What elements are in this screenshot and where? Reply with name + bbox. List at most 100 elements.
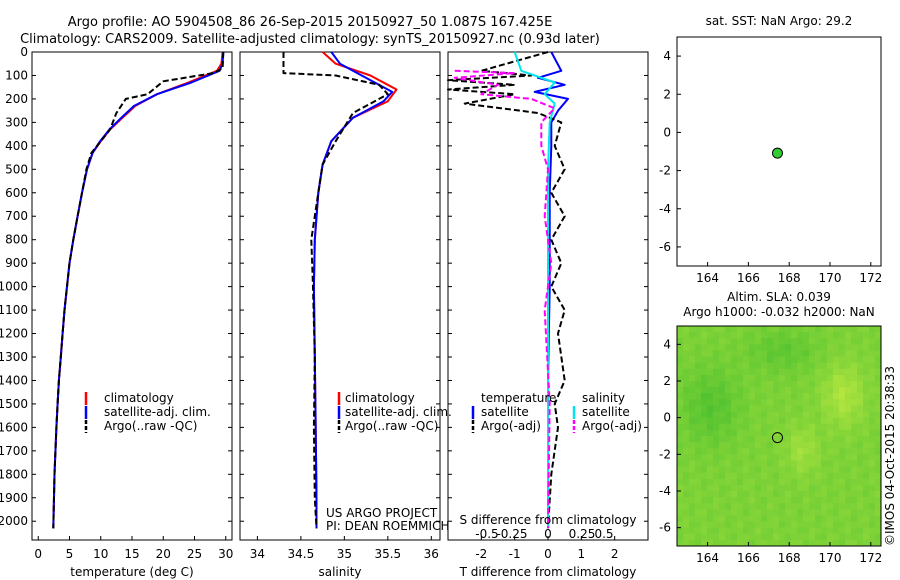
sla-heatmap-cell [707,478,714,486]
sla-heatmap-cell [815,381,822,388]
sla-heatmap-cell [713,417,720,425]
sla-heatmap-cell [791,399,798,406]
sla-heatmap-cell [743,417,750,425]
sla-heatmap-cell [821,429,828,437]
sla-heatmap-cell [845,472,852,480]
sla-heatmap-cell [725,466,732,474]
sla-heatmap-cell [767,374,774,382]
sla-heatmap-cell [797,472,804,480]
sla-heatmap-cell [869,491,876,498]
sla-heatmap-cell [797,442,804,449]
sla-heatmap-cell [863,515,870,522]
sla-heatmap-cell [833,417,840,425]
sla-heatmap-cell [845,344,852,351]
depth-tick-label: 1500 [0,397,28,411]
sla-heatmap-cell [809,448,816,455]
sla-heatmap-cell [767,436,774,443]
sla-heatmap-cell [719,350,726,357]
sla-heatmap-cell [719,454,726,461]
sla-heatmap-cell [869,387,876,394]
sla-heatmap-cell [845,448,852,455]
sla-heatmap-cell [689,503,696,510]
sla-heatmap-cell [725,448,732,455]
sla-heatmap-cell [713,491,720,498]
sla-heatmap-cell [737,374,744,382]
sla-heatmap-cell [875,381,882,388]
sla-heatmap-cell [869,326,876,333]
sla-heatmap-cell [755,521,762,529]
sla-heatmap-cell [701,387,708,394]
sla-heatmap-cell [761,497,768,504]
sla-heatmap-cell [725,362,732,370]
sla-heatmap-cell [761,368,768,376]
sla-heatmap-cell [827,460,834,467]
sla-heatmap-cell [779,411,786,419]
sla-heatmap-cell [845,411,852,419]
sla-heatmap-cell [815,374,822,382]
sla-heatmap-cell [707,448,714,455]
sla-heatmap-cell [689,442,696,449]
difference-tick-label: 1 [578,547,586,561]
sla-heatmap-cell [839,454,846,461]
sla-heatmap-cell [797,332,804,339]
sla-heatmap-cell [875,442,882,449]
sla-heatmap-cell [851,521,858,529]
sla-heatmap-cell [713,405,720,412]
sla-heatmap-cell [785,332,792,339]
sla-heatmap-cell [737,503,744,510]
sla-heatmap-cell [833,533,840,541]
sla-heatmap-cell [791,484,798,492]
sla-heatmap-cell [707,521,714,529]
sla-heatmap-cell [683,350,690,357]
sla-map-lat-tick-label: 4 [663,337,671,351]
sla-heatmap-cell [683,448,690,455]
sla-heatmap-cell [857,356,864,364]
sla-heatmap-cell [869,423,876,431]
sla-heatmap-cell [857,466,864,474]
sla-heatmap-cell [737,521,744,529]
sla-heatmap-cell [791,338,798,345]
sla-heatmap-cell [743,521,750,529]
sla-heatmap-cell [677,460,684,467]
sla-heatmap-cell [845,527,852,535]
sla-heatmap-cell [743,362,750,370]
depth-tick-label: 800 [5,233,28,247]
sla-heatmap-cell [809,478,816,486]
sla-heatmap-cell [773,344,780,351]
sla-heatmap-cell [851,491,858,498]
sla-heatmap-cell [785,533,792,541]
sla-heatmap-cell [767,399,774,406]
sla-heatmap-cell [695,503,702,510]
sla-heatmap-cell [809,399,816,406]
sla-heatmap-cell [815,368,822,376]
sla-heatmap-cell [833,332,840,339]
sla-heatmap-cell [821,472,828,480]
sla-heatmap-cell [821,417,828,425]
sla-heatmap-cell [875,478,882,486]
sla-heatmap-cell [773,374,780,382]
sla-heatmap-cell [827,423,834,431]
sla-heatmap-cell [755,509,762,516]
sla-heatmap-cell [761,515,768,522]
sla-heatmap-cell [803,442,810,449]
sla-heatmap-cell [725,533,732,541]
sla-heatmap-cell [839,509,846,516]
sla-heatmap-cell [869,332,876,339]
sla-heatmap-cell [833,326,840,333]
sla-heatmap-cell [863,374,870,382]
sla-heatmap-cell [851,527,858,535]
sla-heatmap-cell [845,478,852,486]
sla-heatmap-cell [677,497,684,504]
sla-heatmap-cell [737,448,744,455]
sla-heatmap-cell [695,350,702,357]
sla-heatmap-cell [857,393,864,400]
pi-label: PI: DEAN ROEMMICH [326,519,449,533]
sla-heatmap-cell [725,497,732,504]
sla-heatmap-cell [869,509,876,516]
sla-heatmap-cell [773,381,780,388]
depth-tick-label: 600 [5,186,28,200]
sla-heatmap-cell [731,521,738,529]
sla-heatmap-cell [875,368,882,376]
sla-heatmap-cell [737,417,744,425]
sla-heatmap-cell [755,533,762,541]
